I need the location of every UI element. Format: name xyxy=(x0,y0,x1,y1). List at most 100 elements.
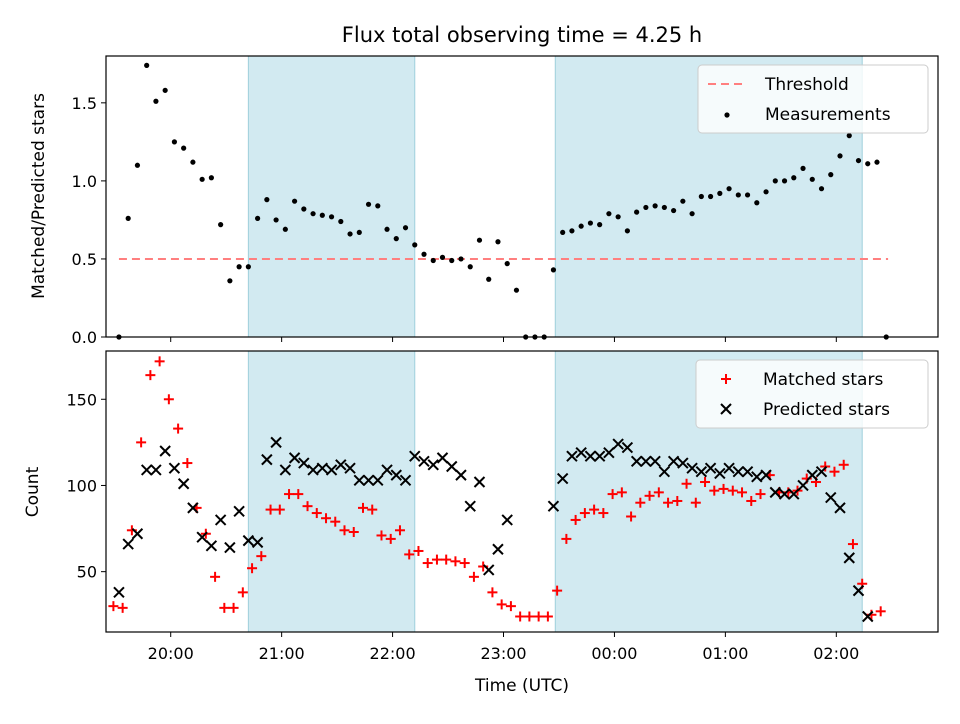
measurements-legend-label: Measurements xyxy=(765,105,891,125)
matched-star-point xyxy=(459,558,470,569)
matched-star-point xyxy=(348,527,359,538)
x-tick-label: 01:00 xyxy=(702,644,748,663)
bot-shaded-interval-0 xyxy=(247,350,416,633)
measurement-point xyxy=(698,193,704,200)
matched-star-point xyxy=(330,516,341,527)
predicted-star-point xyxy=(658,465,671,478)
predicted-star-point xyxy=(788,488,800,500)
measurement-point xyxy=(587,220,594,226)
threshold-legend-label: Threshold xyxy=(764,75,849,95)
measurement-point xyxy=(227,278,233,284)
measurement-point xyxy=(818,186,825,192)
measurement-point xyxy=(356,229,362,236)
matched-star-point xyxy=(357,502,368,513)
measurement-point xyxy=(264,197,270,203)
matched-star-point xyxy=(709,485,720,496)
matched-star-point xyxy=(653,487,664,498)
predicted-star-point xyxy=(150,464,162,476)
measurement-point xyxy=(144,62,150,68)
measurement-point xyxy=(680,198,686,204)
predicted-star-point xyxy=(159,445,171,457)
top-axes: 0.0 0.5 1.0 1.5 Matched/Predicted stars Thr… xyxy=(29,55,939,347)
measurement-point xyxy=(726,186,732,192)
measurement-point xyxy=(245,264,251,270)
predicted-star-point xyxy=(797,479,809,492)
measurement-point xyxy=(597,222,603,228)
matched-star-point xyxy=(616,487,627,498)
matched-star-point xyxy=(635,497,646,508)
matched-star-point xyxy=(866,609,877,620)
predicted-star-point xyxy=(362,474,375,487)
predicted-star-point xyxy=(261,453,273,466)
matched-star-point xyxy=(579,508,590,519)
predicted-legend-marker xyxy=(720,403,732,415)
top-y-tick-label: 0.5 xyxy=(72,250,97,269)
matched-star-point xyxy=(145,370,156,381)
matched-star-point xyxy=(542,611,553,622)
x-tick-label: 23:00 xyxy=(480,644,526,663)
predicted-star-point xyxy=(131,528,144,540)
predicted-star-point xyxy=(714,467,726,480)
measurement-point xyxy=(800,165,806,171)
matched-star-point xyxy=(875,606,886,617)
x-tick-label: 00:00 xyxy=(591,644,637,663)
matched-star-point xyxy=(182,458,193,469)
measurement-point xyxy=(615,214,621,220)
matched-star-point xyxy=(487,587,498,598)
matched-star-point xyxy=(210,571,221,582)
predicted-star-point xyxy=(649,455,661,468)
predicted-star-point xyxy=(695,465,708,478)
predicted-star-point xyxy=(427,459,439,471)
predicted-star-point xyxy=(630,455,643,468)
matched-star-point xyxy=(552,585,563,596)
measurement-point xyxy=(236,264,242,270)
top-y-tick-label: 0.0 xyxy=(72,328,97,347)
measurement-point xyxy=(134,162,141,168)
measurement-point xyxy=(218,222,224,228)
measurement-point xyxy=(125,215,131,221)
predicted-star-point xyxy=(686,462,698,474)
measurement-point xyxy=(421,251,427,257)
x-tick-label: 20:00 xyxy=(148,644,194,663)
x-axis-label: Time (UTC) xyxy=(474,676,569,696)
matched-star-point xyxy=(626,511,637,522)
predicted-star-point xyxy=(547,500,560,512)
matched-legend-marker xyxy=(721,374,731,384)
measurement-point xyxy=(828,172,834,178)
matched-star-point xyxy=(727,485,738,496)
figure-title: Flux total observing time = 4.25 h xyxy=(342,23,702,47)
matched-star-point xyxy=(505,601,516,612)
matched-star-point xyxy=(117,602,128,613)
measurement-point xyxy=(310,211,316,217)
predicted-star-point xyxy=(473,476,486,488)
measurement-point xyxy=(846,133,852,139)
predicted-star-point xyxy=(113,586,125,599)
predicted-star-point xyxy=(825,491,837,504)
measurement-point xyxy=(190,159,196,165)
measurement-point xyxy=(347,231,353,237)
matched-star-point xyxy=(293,489,304,500)
matched-star-point xyxy=(737,487,748,498)
predicted-star-point xyxy=(492,543,504,555)
matched-star-point xyxy=(219,602,230,613)
measurement-point xyxy=(634,209,640,215)
measurement-point xyxy=(393,236,399,242)
matched-star-point xyxy=(838,459,849,470)
measurement-point xyxy=(365,201,372,207)
predicted-star-point xyxy=(723,462,735,474)
matched-star-point xyxy=(524,611,535,622)
matched-star-point xyxy=(108,601,119,612)
top-legend-box xyxy=(697,64,929,134)
predicted-star-point xyxy=(418,455,430,468)
measurement-point xyxy=(430,257,436,264)
measurement-point xyxy=(449,257,455,264)
predicted-star-point xyxy=(464,500,476,512)
measurement-point xyxy=(319,212,325,218)
matched-star-point xyxy=(302,501,313,512)
predicted-star-point xyxy=(751,471,763,483)
predicted-star-point xyxy=(372,474,384,487)
matched-star-point xyxy=(561,533,572,544)
predicted-star-point xyxy=(242,534,255,547)
measurement-point xyxy=(560,229,566,236)
matched-star-point xyxy=(237,587,248,598)
